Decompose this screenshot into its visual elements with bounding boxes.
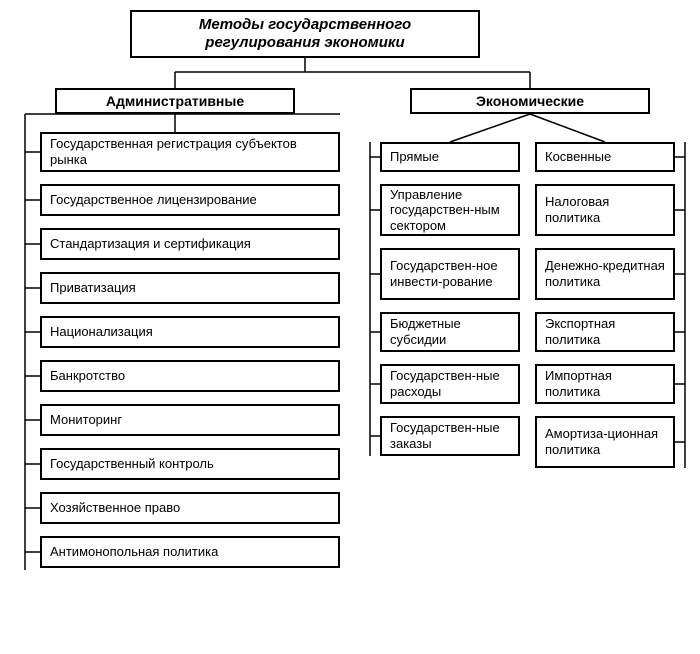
admin-item: Стандартизация и сертификация — [40, 228, 340, 260]
econ-indirect-item: Налоговая политика — [535, 184, 675, 236]
econ-direct-item: Прямые — [380, 142, 520, 172]
econ-direct-item: Бюджетные субсидии — [380, 312, 520, 352]
econ-indirect-item: Амортиза-ционная политика — [535, 416, 675, 468]
econ-direct-item: Государствен-ные заказы — [380, 416, 520, 456]
admin-item: Приватизация — [40, 272, 340, 304]
admin-item: Антимонопольная политика — [40, 536, 340, 568]
admin-item: Государственное лицензирование — [40, 184, 340, 216]
econ-direct-item: Государствен-ные расходы — [380, 364, 520, 404]
admin-item: Мониторинг — [40, 404, 340, 436]
branch-header-economic: Экономические — [410, 88, 650, 114]
admin-item: Национализация — [40, 316, 340, 348]
econ-indirect-item: Косвенные — [535, 142, 675, 172]
econ-indirect-item: Импортная политика — [535, 364, 675, 404]
admin-item: Государственная регистрация субъектов ры… — [40, 132, 340, 172]
root-node: Методы государственного регулирования эк… — [130, 10, 480, 58]
branch-header-administrative: Административные — [55, 88, 295, 114]
hierarchy-diagram: Методы государственного регулирования эк… — [10, 10, 690, 644]
econ-direct-item: Государствен-ное инвести-рование — [380, 248, 520, 300]
admin-item: Государственный контроль — [40, 448, 340, 480]
econ-indirect-item: Экспортная политика — [535, 312, 675, 352]
econ-indirect-item: Денежно-кредитная политика — [535, 248, 675, 300]
econ-direct-item: Управление государствен-ным сектором — [380, 184, 520, 236]
admin-item: Хозяйственное право — [40, 492, 340, 524]
admin-item: Банкротство — [40, 360, 340, 392]
